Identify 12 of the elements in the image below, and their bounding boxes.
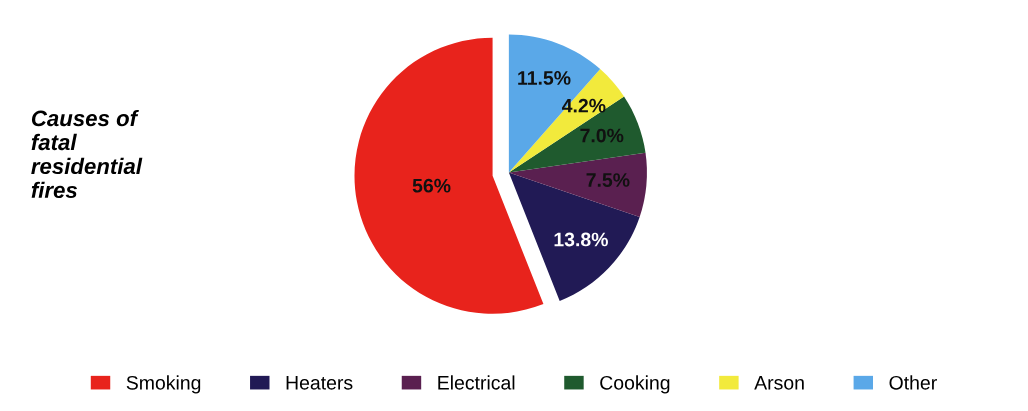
- data-label: 7.0%: [580, 128, 624, 143]
- legend-label: Electrical: [438, 375, 515, 390]
- legend-label: Smoking: [126, 375, 201, 394]
- legend-label: Other: [889, 375, 937, 390]
- data-label: 11.5%: [518, 71, 571, 85]
- data-label: 13.8%: [554, 232, 608, 247]
- legend-label: Cooking: [600, 375, 670, 394]
- legend-label: Heaters: [286, 376, 353, 390]
- text: Causes of fatal residential fires: [31, 109, 143, 199]
- legend-label: Arson: [754, 376, 804, 390]
- data-label: 56%: [412, 178, 451, 193]
- data-label: 7.5%: [586, 173, 630, 187]
